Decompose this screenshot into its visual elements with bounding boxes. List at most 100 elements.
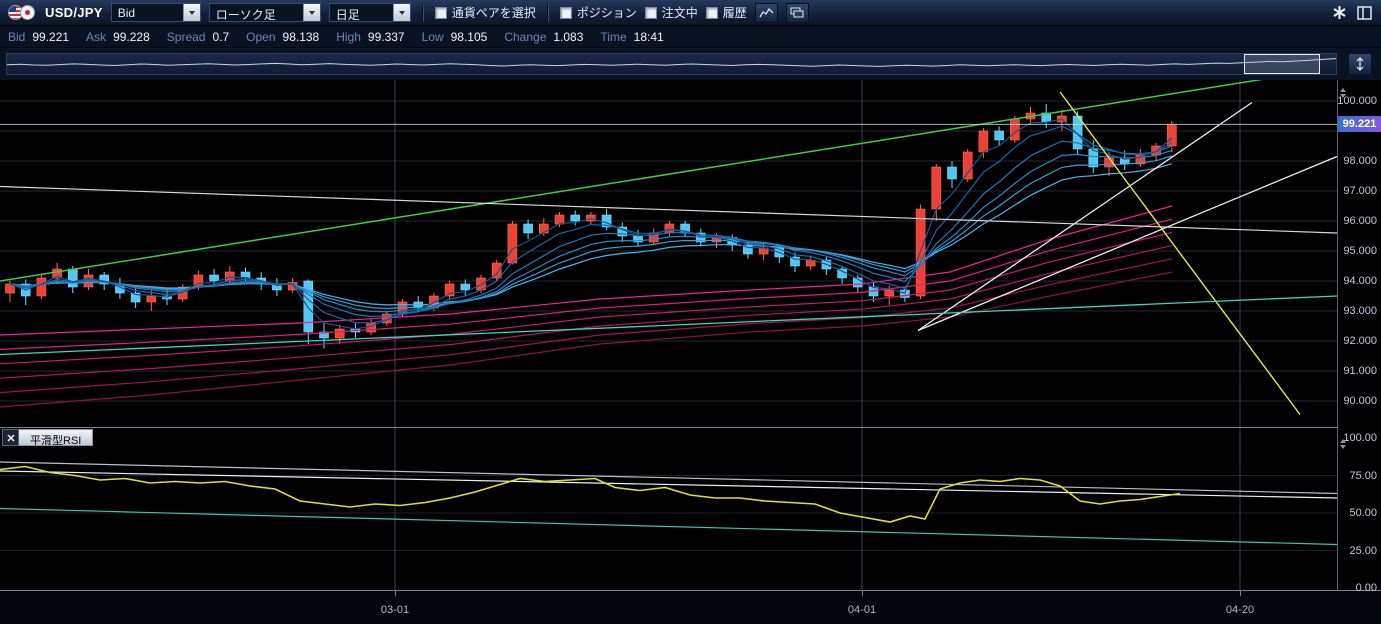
chart-type-select[interactable]: ローソク足 bbox=[209, 3, 321, 22]
checkbox-icon[interactable] bbox=[435, 7, 447, 19]
price-axis-label: 93.000 bbox=[1343, 305, 1377, 317]
gmma-long-lines bbox=[0, 206, 1172, 407]
quote-label: Spread bbox=[167, 30, 206, 44]
toolbar-separator bbox=[547, 4, 549, 22]
checkbox-icon[interactable] bbox=[706, 7, 718, 19]
timeframe-value: 日足 bbox=[330, 4, 393, 21]
quote-bar: Bid 99.221 Ask 99.228 Spread 0.7 Open 98.138… bbox=[0, 26, 1381, 48]
history-checkbox[interactable]: 履歴 bbox=[706, 4, 747, 21]
panels-icon bbox=[1357, 6, 1372, 20]
candles bbox=[6, 104, 1177, 349]
price-axis-label: 95.000 bbox=[1343, 245, 1377, 257]
main-chart-svg bbox=[0, 80, 1337, 427]
navigator-strip[interactable] bbox=[6, 53, 1337, 75]
quote-value-spread: 0.7 bbox=[212, 30, 229, 44]
time-axis-label: 03-01 bbox=[381, 604, 409, 616]
quote-value-bid: 99.221 bbox=[32, 30, 69, 44]
jp-flag-icon bbox=[20, 5, 35, 20]
trading-app-window: { "toolbar": { "pair": "USD/JPY", "price… bbox=[0, 0, 1381, 624]
price-axis-label: 98.000 bbox=[1343, 155, 1377, 167]
pair-flags bbox=[8, 5, 37, 21]
pair-label: USD/JPY bbox=[45, 5, 103, 20]
chart-type-value: ローソク足 bbox=[210, 4, 303, 21]
rsi-axis-label: 25.00 bbox=[1349, 545, 1377, 557]
price-axis-label: 96.000 bbox=[1343, 215, 1377, 227]
price-axis-label: 91.000 bbox=[1343, 365, 1377, 377]
current-price-badge: 99.221 bbox=[1338, 116, 1381, 132]
quote-value-ask: 99.228 bbox=[113, 30, 150, 44]
price-type-select[interactable]: Bid bbox=[111, 3, 201, 22]
quote-value-low: 98.105 bbox=[451, 30, 488, 44]
time-axis-label: 04-01 bbox=[848, 604, 876, 616]
quote-label: High bbox=[336, 30, 361, 44]
toolbar-right-icons bbox=[1330, 4, 1373, 22]
rsi-gridlines bbox=[0, 428, 1337, 590]
toolbar-separator bbox=[422, 4, 424, 22]
orders-label: 注文中 bbox=[662, 4, 698, 21]
scroll-up-icon[interactable] bbox=[1340, 85, 1346, 92]
checkbox-icon[interactable] bbox=[560, 7, 572, 19]
price-axis-label: 97.000 bbox=[1343, 185, 1377, 197]
price-axis-label: 90.000 bbox=[1343, 395, 1377, 407]
rsi-tab-title: 平滑型RSI bbox=[19, 429, 93, 446]
checkbox-icon[interactable] bbox=[645, 7, 657, 19]
quote-label: Open bbox=[246, 30, 275, 44]
line-chart-tool-button[interactable] bbox=[755, 3, 778, 23]
line-chart-icon bbox=[759, 7, 774, 19]
rsi-axis-label: 50.00 bbox=[1349, 507, 1377, 519]
positions-label: ポジション bbox=[577, 4, 637, 21]
orders-checkbox[interactable]: 注文中 bbox=[645, 4, 698, 21]
quote-value-change: 1.083 bbox=[553, 30, 583, 44]
positions-checkbox[interactable]: ポジション bbox=[560, 4, 637, 21]
gear-asterisk-icon bbox=[1332, 5, 1347, 20]
chevron-down-icon bbox=[399, 11, 405, 18]
rsi-indicator-chart[interactable] bbox=[0, 428, 1337, 590]
price-type-value: Bid bbox=[112, 4, 183, 21]
timeframe-dropdown-button[interactable] bbox=[393, 4, 410, 21]
chart-type-dropdown-button[interactable] bbox=[303, 4, 320, 21]
price-axis-label: 92.000 bbox=[1343, 335, 1377, 347]
select-pair-checkbox[interactable]: 通貨ペアを選択 bbox=[435, 4, 536, 21]
time-axis-tick bbox=[1240, 591, 1241, 596]
scale-arrows-icon bbox=[1353, 57, 1367, 71]
navigator-scale-button[interactable] bbox=[1348, 53, 1372, 75]
navigator-range-window[interactable] bbox=[1244, 54, 1320, 74]
timeframe-select[interactable]: 日足 bbox=[329, 3, 411, 22]
quote-label: Low bbox=[422, 30, 444, 44]
navigator-sparkline bbox=[7, 54, 1336, 74]
scroll-down-icon[interactable] bbox=[1340, 445, 1346, 452]
toolbar: USD/JPY Bid ローソク足 日足 通貨ペアを選択 ポジション 注文中 履… bbox=[0, 0, 1381, 26]
select-pair-label: 通貨ペアを選択 bbox=[452, 4, 536, 21]
rsi-axis-label: 75.00 bbox=[1349, 470, 1377, 482]
quote-label: Ask bbox=[86, 30, 106, 44]
time-axis-label: 04-20 bbox=[1226, 604, 1254, 616]
quote-label: Change bbox=[504, 30, 546, 44]
layers-icon bbox=[790, 7, 804, 19]
price-type-dropdown-button[interactable] bbox=[183, 4, 200, 21]
quote-value-time: 18:41 bbox=[634, 30, 664, 44]
settings-button[interactable] bbox=[1330, 4, 1348, 22]
history-navigator bbox=[0, 48, 1381, 80]
time-axis-tick bbox=[395, 591, 396, 596]
rsi-trendlines[interactable] bbox=[0, 462, 1337, 545]
panels-button[interactable] bbox=[1355, 4, 1373, 22]
price-axis[interactable]: 99.221 100.000 98.000 97.000 96.000 95.000 94… bbox=[1337, 80, 1381, 590]
time-axis[interactable]: 03-01 04-01 04-20 bbox=[0, 591, 1381, 624]
chevron-down-icon bbox=[189, 11, 195, 18]
rsi-close-button[interactable] bbox=[2, 429, 19, 446]
close-icon bbox=[7, 434, 15, 442]
quote-label: Time bbox=[600, 30, 626, 44]
quote-value-high: 99.337 bbox=[368, 30, 405, 44]
chevron-down-icon bbox=[309, 11, 315, 18]
quote-value-open: 98.138 bbox=[283, 30, 320, 44]
layout-tool-button[interactable] bbox=[786, 3, 809, 23]
history-label: 履歴 bbox=[723, 4, 747, 21]
rsi-axis-label: 100.00 bbox=[1343, 432, 1377, 444]
quote-label: Bid bbox=[8, 30, 25, 44]
price-axis-label: 94.000 bbox=[1343, 275, 1377, 287]
time-axis-tick bbox=[862, 591, 863, 596]
main-price-chart[interactable] bbox=[0, 80, 1337, 427]
price-axis-label: 100.000 bbox=[1337, 95, 1377, 107]
rsi-chart-svg bbox=[0, 428, 1337, 590]
rsi-tab: 平滑型RSI bbox=[2, 429, 93, 447]
